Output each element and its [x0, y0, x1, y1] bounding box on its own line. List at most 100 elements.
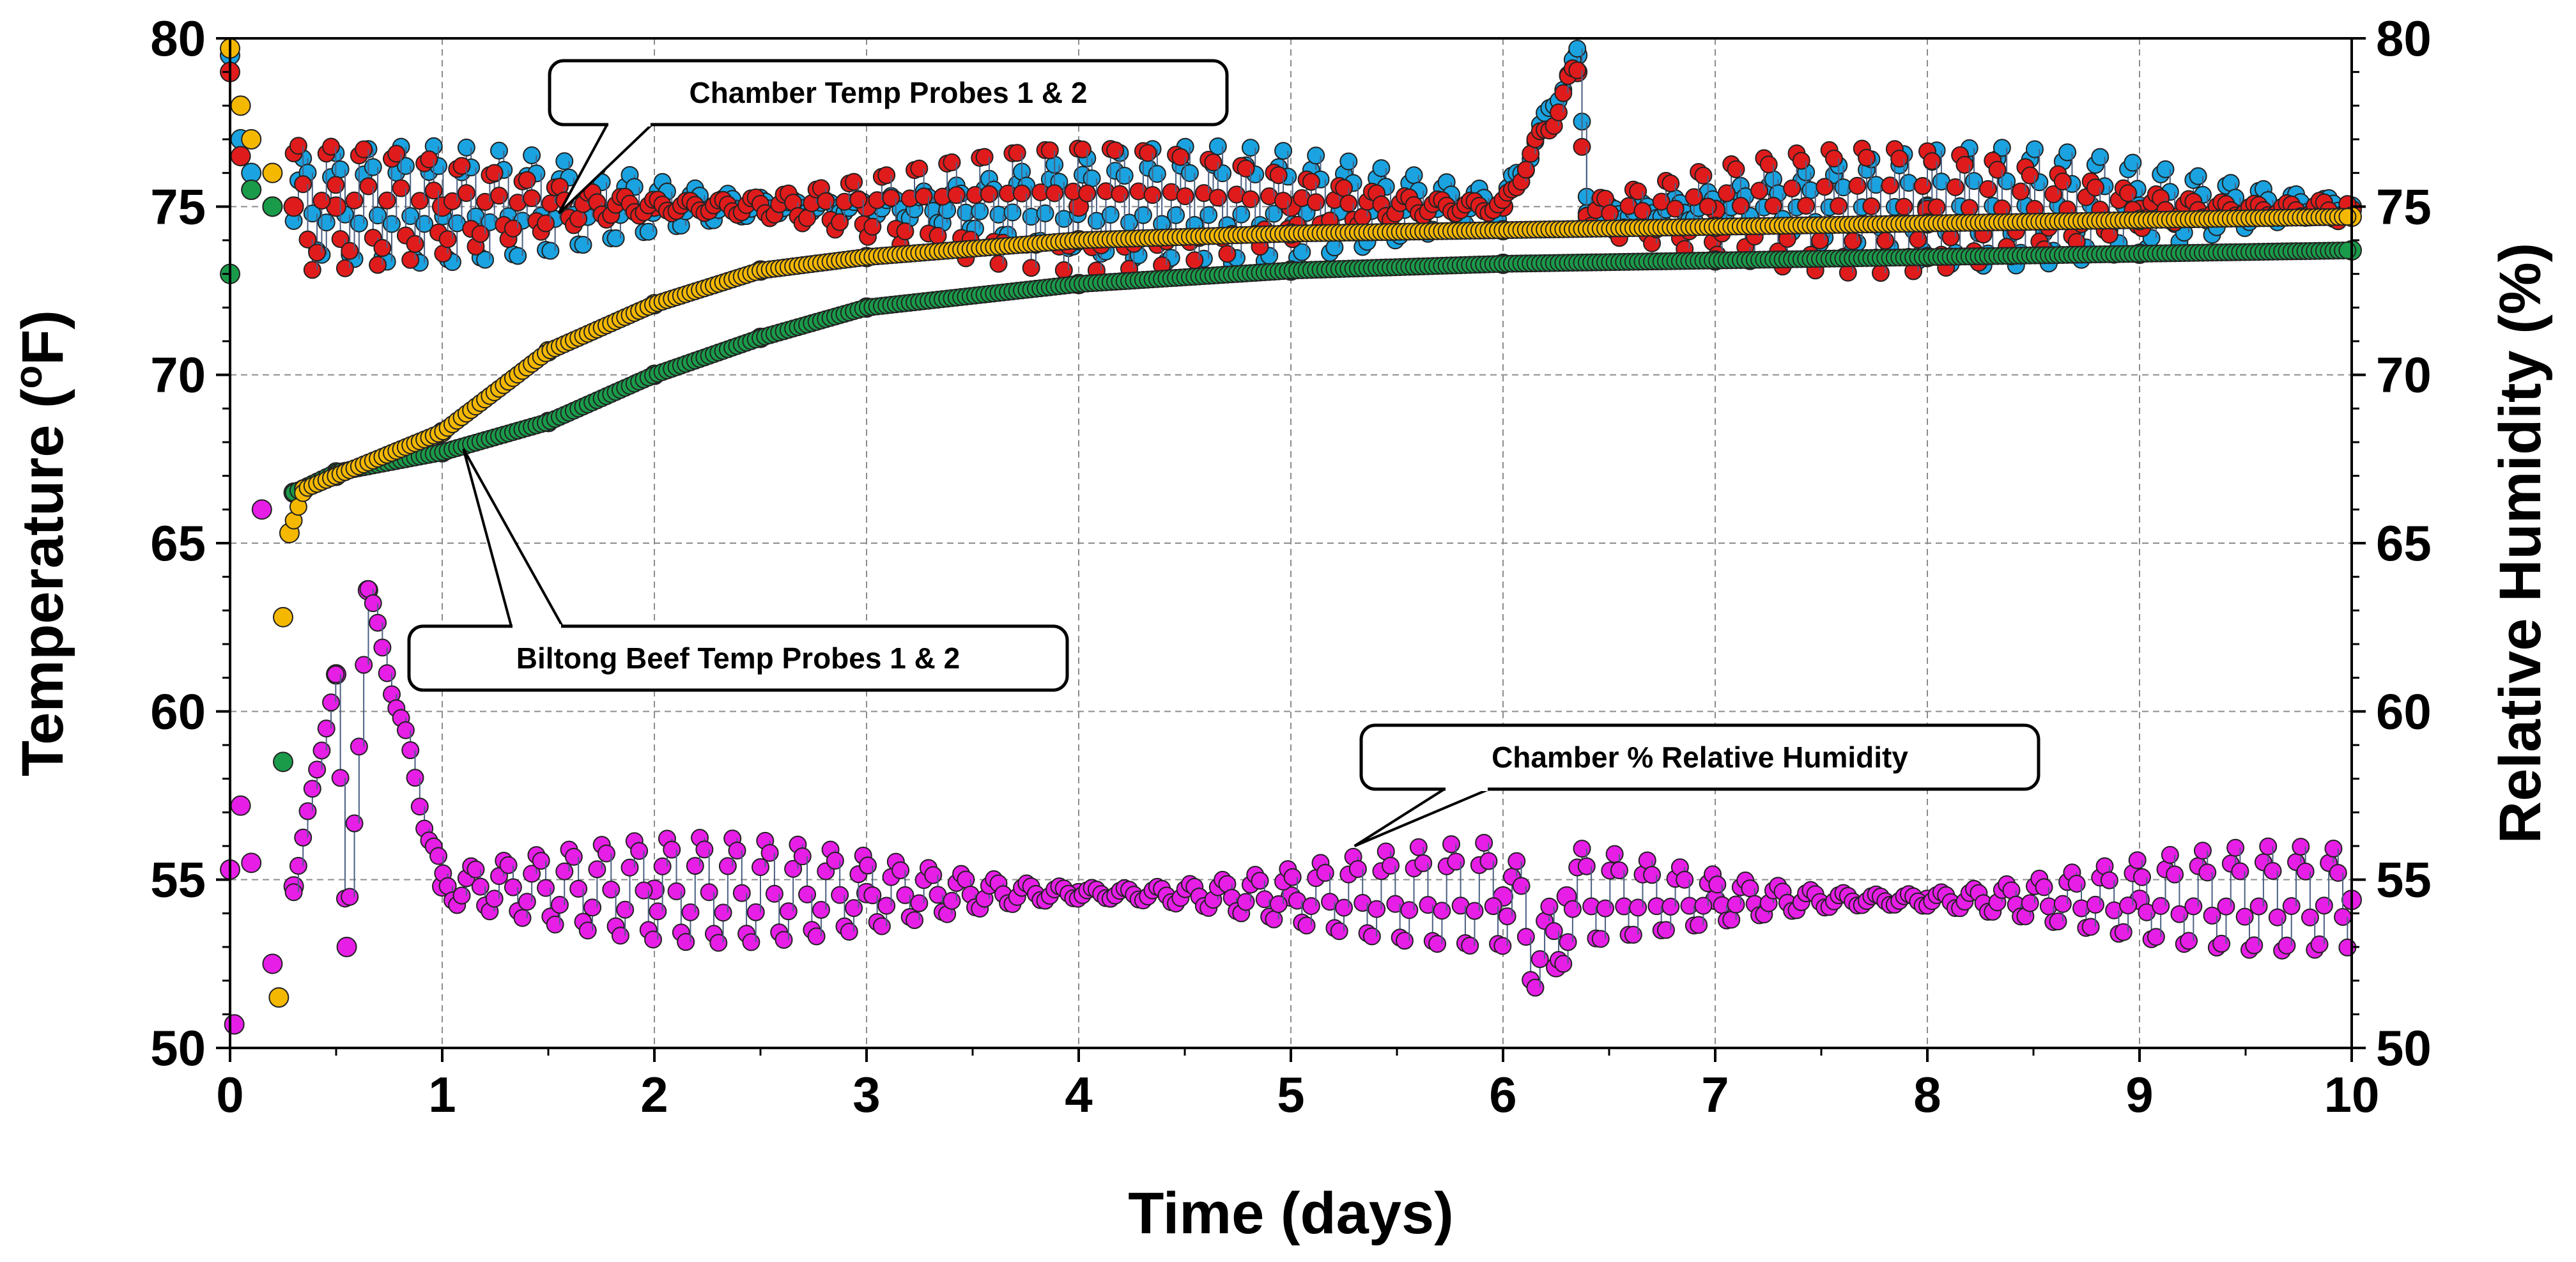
data-point: [1362, 927, 1381, 946]
data-point: [485, 889, 504, 908]
data-point: [2166, 865, 2184, 884]
series-layer: [220, 38, 2362, 1035]
data-point: [504, 878, 522, 896]
data-point: [1465, 902, 1484, 920]
data-point: [1666, 199, 1685, 218]
data-point: [452, 886, 471, 905]
data-point: [924, 866, 943, 884]
data-point: [262, 162, 283, 183]
data-point: [2058, 143, 2077, 162]
y-left-tick-label: 50: [150, 1020, 206, 1076]
data-point: [1731, 197, 1750, 215]
data-point: [1218, 245, 1237, 263]
data-point: [1824, 150, 1843, 168]
data-point: [303, 261, 321, 279]
data-point: [345, 191, 364, 210]
data-point: [667, 882, 686, 900]
data-point: [578, 921, 597, 940]
data-point: [1101, 206, 1120, 224]
data-point: [1339, 194, 1358, 213]
data-point: [564, 847, 583, 866]
data-point: [308, 243, 327, 262]
data-point: [1978, 180, 1997, 198]
data-point: [1251, 872, 1269, 890]
data-point: [327, 176, 345, 194]
data-point: [2081, 918, 2100, 936]
data-point: [1694, 166, 1713, 185]
data-point: [1204, 153, 1222, 172]
data-point: [2067, 875, 2086, 893]
data-point: [2264, 861, 2282, 880]
x-tick-label: 1: [428, 1066, 456, 1123]
data-point: [732, 884, 751, 902]
data-point: [457, 138, 475, 157]
data-point: [877, 896, 896, 915]
data-point: [1442, 835, 1460, 854]
data-point: [1395, 932, 1414, 950]
data-point: [345, 814, 364, 833]
data-point: [752, 858, 769, 876]
data-point: [1307, 193, 1325, 212]
data-point: [1516, 928, 1535, 946]
data-point: [845, 899, 863, 918]
data-point: [2259, 837, 2278, 856]
data-point: [2180, 932, 2198, 950]
data-point: [779, 902, 798, 921]
data-point: [1629, 182, 1647, 201]
callout-label: Chamber % Relative Humidity: [1492, 741, 1908, 774]
data-point: [569, 879, 588, 898]
data-point: [1727, 895, 1745, 914]
data-point: [1447, 852, 1465, 871]
data-point: [2189, 167, 2207, 185]
x-tick-label: 3: [852, 1066, 880, 1123]
callout-beef: Biltong Beef Temp Probes 1 & 2: [407, 448, 1069, 692]
data-point: [2245, 936, 2264, 955]
x-tick-label: 4: [1065, 1066, 1092, 1123]
y-left-tick-label: 70: [150, 347, 206, 403]
data-point: [378, 191, 396, 210]
data-point: [1656, 921, 1675, 939]
data-point: [639, 222, 658, 241]
data-point: [2152, 896, 2170, 915]
data-point: [355, 140, 373, 158]
data-point: [2329, 864, 2347, 882]
x-tick-label: 6: [1489, 1066, 1516, 1123]
data-point: [2035, 878, 2053, 896]
data-point: [273, 606, 293, 627]
data-point: [1676, 870, 1694, 889]
data-point: [635, 881, 653, 900]
x-tick-label: 7: [1701, 1066, 1729, 1123]
data-point: [1811, 231, 1830, 250]
data-point: [317, 213, 335, 232]
data-point: [438, 230, 457, 249]
data-point: [765, 884, 783, 903]
data-point: [230, 95, 251, 116]
data-point: [378, 664, 396, 682]
data-point: [1139, 144, 1157, 162]
data-point: [341, 888, 359, 906]
data-point: [831, 213, 849, 231]
x-axis-title: Time (days): [1128, 1181, 1454, 1246]
x-tick-label: 5: [1277, 1066, 1304, 1123]
data-point: [2231, 862, 2249, 881]
data-point: [2114, 923, 2133, 941]
data-point: [382, 215, 401, 233]
data-point: [2133, 868, 2151, 886]
data-point: [695, 840, 714, 859]
x-tick-label: 10: [2324, 1066, 2380, 1123]
data-point: [798, 885, 817, 904]
data-point: [490, 141, 508, 160]
data-point: [555, 862, 574, 881]
data-point: [602, 881, 621, 899]
y-left-tick-label: 75: [150, 178, 206, 235]
data-point: [2338, 241, 2357, 259]
data-point: [537, 214, 555, 233]
data-point: [1662, 174, 1680, 193]
y-right-tick-label: 55: [2376, 852, 2432, 908]
data-point: [1148, 165, 1166, 183]
data-point: [2053, 173, 2072, 191]
data-point: [714, 904, 732, 922]
data-point: [2268, 908, 2287, 927]
data-point: [1022, 259, 1040, 277]
